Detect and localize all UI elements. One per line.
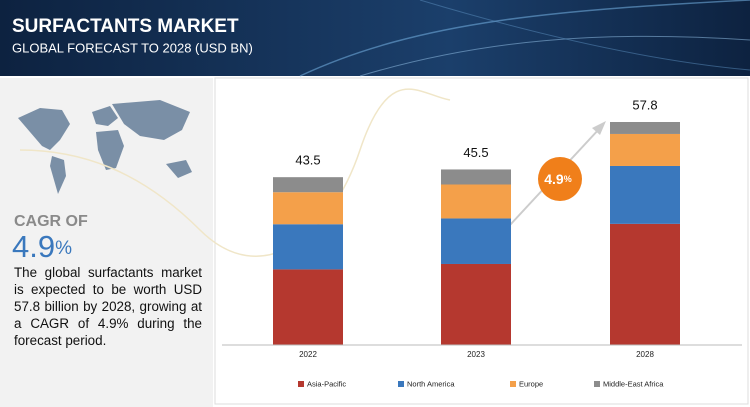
bar-segment: [610, 133, 680, 166]
bar-segment: [273, 224, 343, 270]
cagr-number: 4.9: [12, 229, 55, 264]
bar-segment: [441, 169, 511, 185]
x-tick-label: 2028: [636, 350, 654, 359]
cagr-unit: %: [55, 238, 72, 259]
legend-label: Middle-East Africa: [603, 379, 664, 388]
legend-label: North America: [407, 379, 455, 388]
growth-arrowhead: [592, 121, 606, 135]
bar-segment: [441, 184, 511, 219]
bar-segment: [441, 263, 511, 345]
bar-segment: [273, 192, 343, 225]
header-bg: [0, 0, 750, 76]
legend-swatch: [594, 381, 600, 387]
cagr-badge-label: 4.9%: [544, 171, 571, 187]
bar-segment: [273, 177, 343, 193]
side-text: The global surfactants market is expecte…: [14, 265, 202, 348]
total-label: 43.5: [295, 153, 320, 168]
legend-label: Asia-Pacific: [307, 379, 346, 388]
x-tick-label: 2023: [467, 350, 485, 359]
total-label: 45.5: [463, 145, 488, 160]
x-tick-label: 2022: [299, 350, 317, 359]
bar-segment: [610, 223, 680, 345]
bar-segment: [441, 218, 511, 264]
cagr-badge: [538, 157, 582, 201]
title: SURFACTANTS MARKET: [12, 16, 239, 37]
cagr-badge-number: 4.9: [544, 171, 564, 187]
cagr-caption: CAGR OF: [14, 213, 88, 230]
legend-swatch: [510, 381, 516, 387]
cagr-badge-unit: %: [564, 174, 572, 184]
world-map: [18, 100, 192, 194]
cagr-value: 4.9%: [12, 229, 72, 264]
bar-segment: [610, 165, 680, 224]
header-streak: [419, 0, 750, 71]
legend-swatch: [398, 381, 404, 387]
subtitle: GLOBAL FORECAST TO 2028 (USD BN): [12, 40, 253, 55]
bar-segment: [610, 122, 680, 134]
legend-swatch: [298, 381, 304, 387]
total-label: 57.8: [632, 97, 657, 112]
header-streak: [299, 0, 750, 77]
legend-label: Europe: [519, 379, 543, 388]
header-streak: [359, 35, 750, 77]
bar-segment: [273, 269, 343, 345]
